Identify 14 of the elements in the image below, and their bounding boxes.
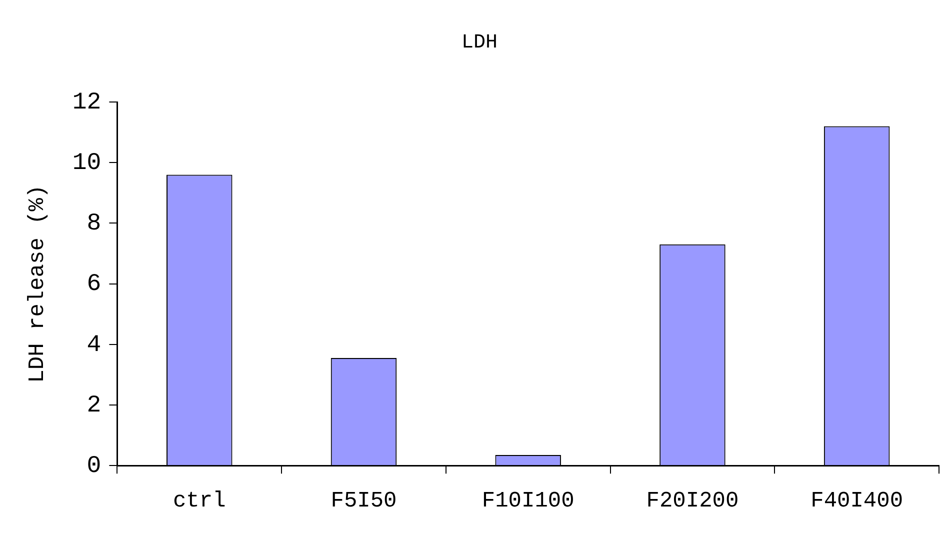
x-tick-label: F40I400 xyxy=(810,488,904,514)
y-tick-label: 8 xyxy=(86,210,102,238)
y-tick-label: 10 xyxy=(72,150,102,177)
x-tick-label: F10I100 xyxy=(482,488,574,514)
y-tick-label: 4 xyxy=(86,332,102,359)
chart-title: LDH xyxy=(461,31,498,54)
x-tick-label: ctrl xyxy=(172,488,226,514)
y-tick-label: 12 xyxy=(72,89,102,116)
x-tick-label: F20I200 xyxy=(646,488,739,514)
y-tick-label: 6 xyxy=(86,271,102,298)
y-tick-label: 2 xyxy=(86,392,102,420)
y-tick-label: 0 xyxy=(86,452,102,480)
y-axis-title: LDH release (%) xyxy=(25,184,50,383)
x-tick-label: F5I50 xyxy=(330,488,397,514)
